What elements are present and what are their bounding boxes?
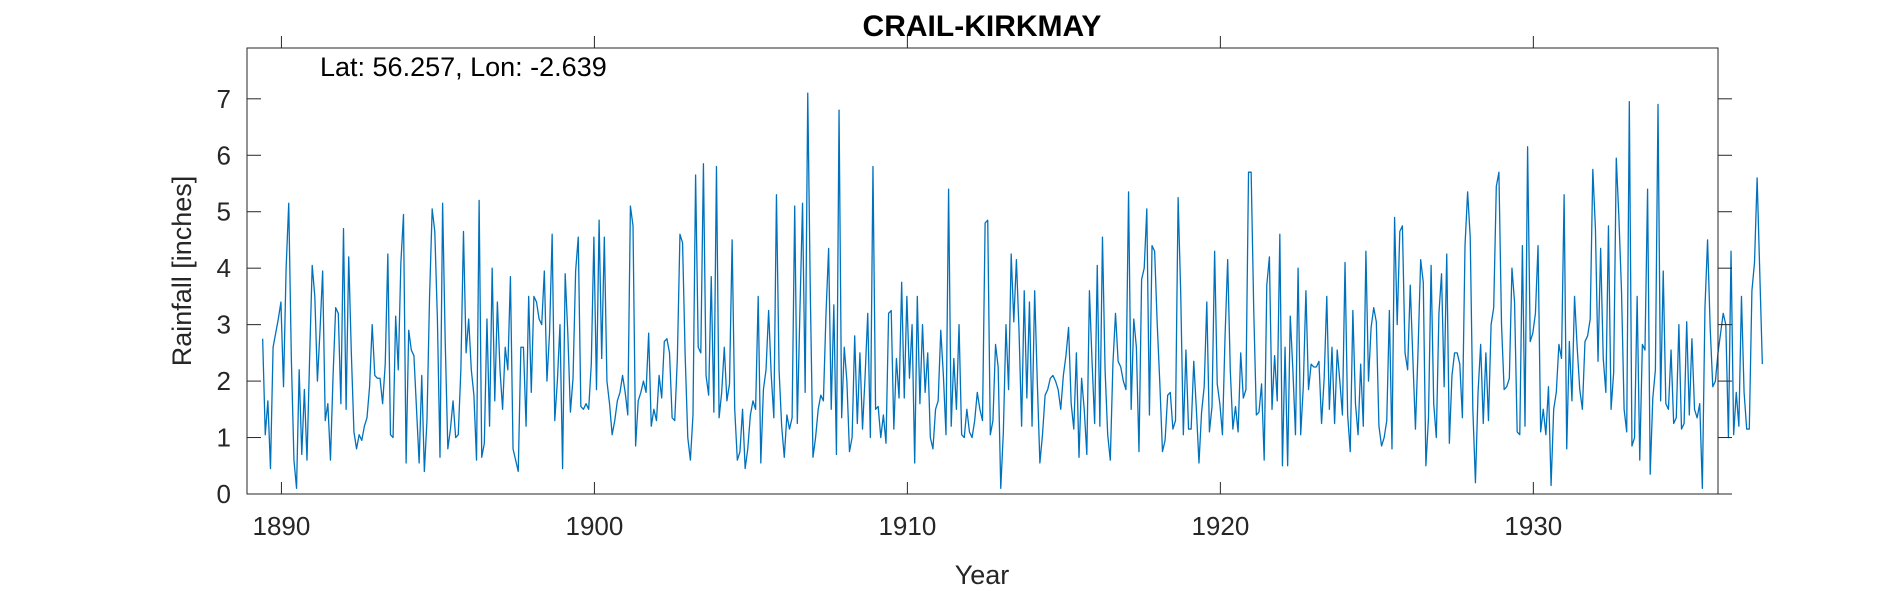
- x-tick-label: 1910: [878, 511, 936, 541]
- y-tick-label: 2: [217, 366, 231, 396]
- y-tick-label: 1: [217, 423, 231, 453]
- y-tick-label: 5: [217, 197, 231, 227]
- x-tick-label: 1930: [1504, 511, 1562, 541]
- x-tick-label: 1920: [1191, 511, 1249, 541]
- x-tick-label: 1900: [565, 511, 623, 541]
- y-axis: 0 1 2 3 4 5 6 7: [217, 84, 1732, 509]
- y-tick-label: 0: [217, 479, 231, 509]
- chart-title: CRAIL-KIRKMAY: [863, 10, 1102, 43]
- axes-background: [247, 48, 1718, 494]
- y-axis-label: Rainfall [inches]: [167, 176, 197, 367]
- x-tick-label: 1890: [253, 511, 311, 541]
- y-tick-label: 4: [217, 253, 231, 283]
- x-axis-label: Year: [955, 560, 1010, 590]
- x-axis: 1890 1900 1910 1920 1930: [253, 36, 1562, 541]
- y-tick-label: 3: [217, 310, 231, 340]
- y-tick-label: 6: [217, 140, 231, 170]
- series-layer: [262, 92, 1763, 490]
- rainfall-series-line: [262, 92, 1763, 490]
- y-tick-label: 7: [217, 84, 231, 114]
- axes-box: [246, 47, 1719, 495]
- location-annotation: Lat: 56.257, Lon: -2.639: [320, 52, 607, 82]
